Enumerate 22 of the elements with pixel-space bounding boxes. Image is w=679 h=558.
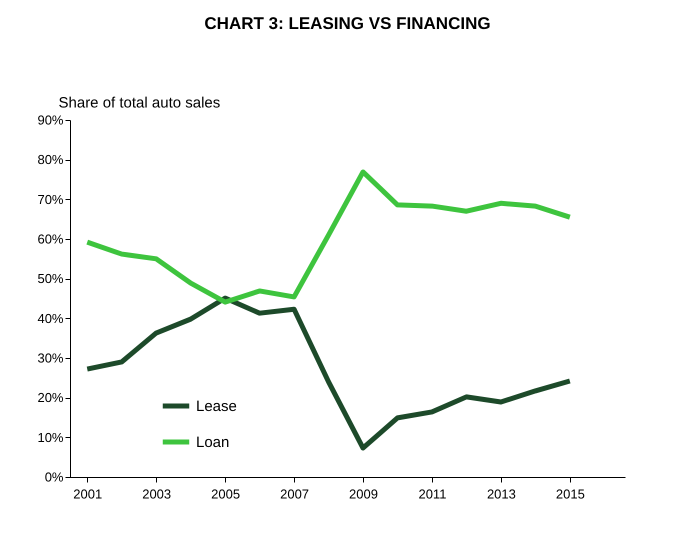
y-tick-label: 70% [37,192,64,207]
y-tick-label: 80% [37,152,64,168]
y-tick-label: 60% [37,232,64,246]
chart-title: CHART 3: LEASING VS FINANCING [204,14,491,33]
x-tick-label: 2007 [280,486,310,502]
x-tick-label: 2015 [556,486,585,502]
y-tick-label: 30% [37,350,64,366]
x-tick-label: 2005 [211,486,240,502]
x-tick-label: 2009 [349,486,378,502]
legend-label: Lease [196,398,237,415]
x-tick-label: 2013 [486,486,516,502]
y-tick-label: 90% [37,112,64,128]
x-tick-label: 2001 [73,486,102,502]
y-tick-label: 10% [37,430,64,445]
y-tick-label: 0% [44,470,64,484]
x-tick-label: 2011 [418,486,446,502]
legend-label: Loan [196,434,230,451]
y-tick-label: 20% [37,390,64,406]
y-axis-title: Share of total auto sales [58,94,220,112]
y-tick-label: 40% [37,310,64,326]
x-tick-label: 2003 [142,486,172,502]
y-tick-label: 50% [37,271,64,286]
